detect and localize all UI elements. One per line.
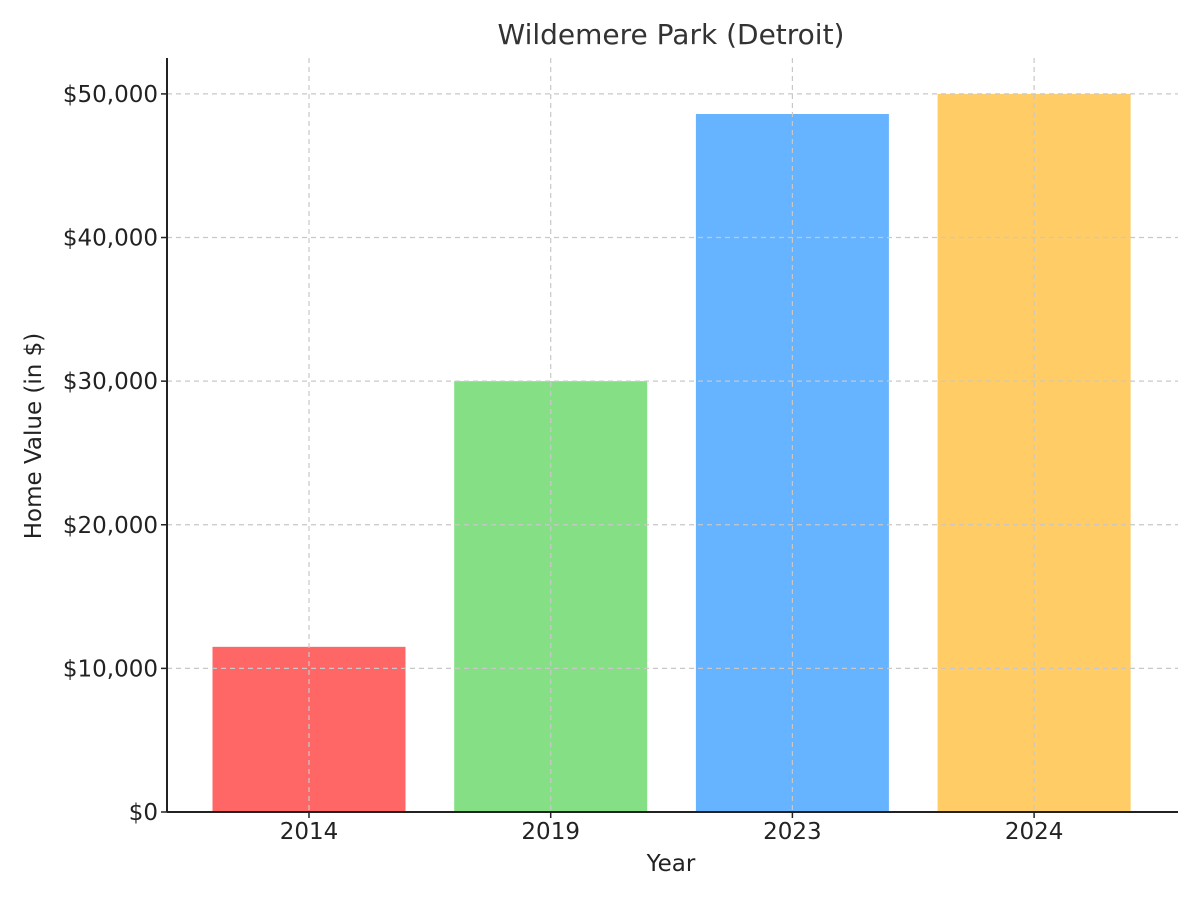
y-tick-label: $20,000 xyxy=(63,513,158,539)
y-tick-label: $10,000 xyxy=(63,656,158,682)
x-tick-label: 2014 xyxy=(280,819,339,845)
y-axis-label: Home Value (in $) xyxy=(21,333,47,540)
x-tick-labels: 2014 2019 2023 2024 xyxy=(280,812,1064,845)
x-tick-label: 2024 xyxy=(1005,819,1064,845)
chart-title: Wildemere Park (Detroit) xyxy=(498,18,845,51)
x-tick-label: 2023 xyxy=(763,819,822,845)
x-axis-label: Year xyxy=(646,851,696,877)
y-tick-label: $30,000 xyxy=(63,369,158,395)
y-tick-labels: $0 $10,000 $20,000 $30,000 $40,000 $50,000 xyxy=(63,82,167,826)
y-tick-label: $40,000 xyxy=(63,226,158,252)
bars xyxy=(212,93,1131,813)
y-tick-label: $50,000 xyxy=(63,82,158,108)
x-tick-label: 2019 xyxy=(521,819,580,845)
bar-2019 xyxy=(454,381,648,812)
y-tick-label: $0 xyxy=(129,800,158,826)
bar-2024 xyxy=(937,93,1131,812)
